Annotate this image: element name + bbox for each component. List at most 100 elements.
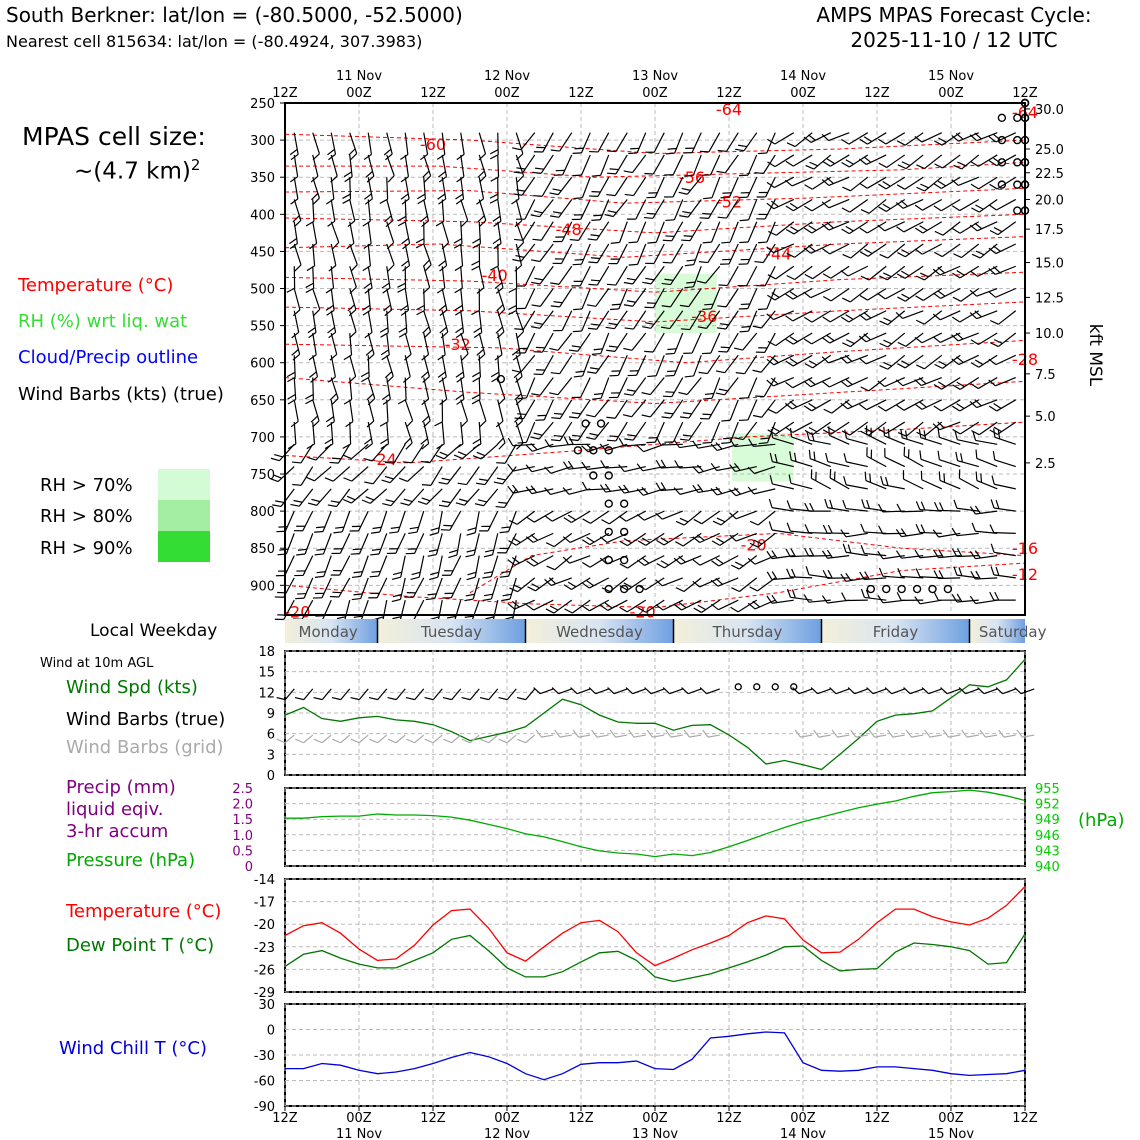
wind-barb bbox=[914, 198, 943, 211]
xs-pressure-tick: 250 bbox=[250, 97, 275, 112]
wind-barb bbox=[362, 288, 372, 316]
calm-marker bbox=[604, 584, 613, 594]
wind-barb bbox=[568, 399, 591, 419]
wind-barb bbox=[618, 464, 646, 473]
wind-barb bbox=[738, 176, 758, 199]
wind-barb bbox=[325, 288, 335, 316]
wind-barb bbox=[608, 243, 628, 265]
xs-height-tick: 15.0 bbox=[1035, 257, 1064, 272]
wind-barb bbox=[645, 243, 665, 265]
wind-barb bbox=[879, 243, 906, 259]
wind-barb bbox=[533, 332, 554, 353]
wind-barb bbox=[858, 154, 887, 166]
wind-barb bbox=[306, 466, 332, 482]
wind-barb bbox=[933, 287, 961, 299]
wind-barb bbox=[381, 377, 391, 405]
wind-barb bbox=[381, 266, 391, 294]
wind-barb bbox=[675, 510, 702, 526]
wind-barb bbox=[933, 198, 961, 212]
bottom-date-label: 12 Nov bbox=[484, 1127, 530, 1140]
wind-barb bbox=[508, 532, 536, 546]
legend-rh-90: RH > 90% bbox=[40, 538, 133, 559]
top-time-label: 00Z bbox=[642, 86, 668, 101]
wind-barb bbox=[403, 421, 413, 450]
wind10m-barb bbox=[940, 687, 961, 695]
wind-barb bbox=[903, 446, 924, 468]
wind-barb bbox=[588, 265, 610, 286]
xs-pressure-tick: 900 bbox=[250, 579, 275, 594]
wind-barb bbox=[507, 599, 535, 610]
wind-barb bbox=[530, 199, 554, 218]
wind-barb bbox=[766, 571, 794, 581]
wind-barb bbox=[860, 544, 887, 557]
wind-barb bbox=[734, 421, 758, 441]
wind-barb bbox=[971, 243, 998, 259]
wind-barb bbox=[312, 288, 321, 317]
wind-barb bbox=[347, 199, 356, 228]
wind-barb bbox=[609, 288, 628, 311]
wind-barb bbox=[735, 354, 758, 375]
cycle-title: AMPS MPAS Forecast Cycle: bbox=[816, 3, 1092, 27]
wind-barb bbox=[623, 332, 647, 351]
legend-rh-80-swatch bbox=[158, 500, 210, 531]
bottom-date-label: 15 Nov bbox=[928, 1127, 974, 1140]
calm-marker bbox=[1013, 113, 1022, 123]
wind-barb bbox=[844, 429, 868, 445]
wind-barb bbox=[840, 399, 868, 410]
wind-barb bbox=[993, 428, 1016, 445]
wind-barb bbox=[696, 265, 721, 284]
bottom-time-label: 12Z bbox=[568, 1111, 594, 1126]
wind-barb bbox=[527, 577, 554, 592]
isotherm-label: -48 bbox=[556, 220, 582, 239]
wind-barb bbox=[684, 266, 702, 289]
wind10m-grid-barb bbox=[905, 729, 924, 738]
wind-barb bbox=[692, 577, 720, 588]
wind-barb bbox=[646, 176, 665, 199]
wind-barb bbox=[692, 440, 720, 449]
wind-barb bbox=[438, 288, 448, 317]
wind-barb bbox=[721, 421, 739, 444]
wind-barb bbox=[674, 460, 702, 469]
windchill-ytick: -60 bbox=[254, 1075, 275, 1090]
wind-barb bbox=[473, 310, 483, 339]
wind-barb bbox=[747, 555, 776, 565]
wind-barb bbox=[822, 332, 850, 344]
wind-barb bbox=[655, 482, 683, 492]
wind-barb bbox=[679, 288, 702, 308]
wind-barb bbox=[821, 198, 850, 209]
wind10m-barb bbox=[977, 687, 998, 695]
wind-barb bbox=[842, 543, 868, 557]
wind-barb bbox=[562, 555, 591, 564]
wind-barb bbox=[628, 132, 647, 155]
calm-marker bbox=[897, 584, 906, 594]
wind-barb bbox=[544, 466, 572, 474]
wind-barb bbox=[607, 154, 628, 175]
wind-barb bbox=[701, 154, 721, 176]
wind-barb bbox=[785, 310, 813, 322]
label-precip-accum: 3-hr accum bbox=[66, 821, 169, 842]
calm-marker bbox=[619, 499, 629, 508]
top-time-label: 00Z bbox=[790, 86, 816, 101]
wind-barb bbox=[988, 376, 1016, 387]
wind-barb bbox=[416, 288, 426, 316]
calm-marker bbox=[997, 113, 1007, 123]
wind-barb bbox=[569, 421, 591, 442]
wind-barb bbox=[369, 555, 388, 578]
wind-barb bbox=[286, 266, 296, 293]
calm-marker bbox=[866, 584, 876, 594]
wind-barb bbox=[822, 310, 850, 323]
calm-marker bbox=[997, 158, 1007, 167]
wind-barb bbox=[842, 243, 869, 259]
wind-barb bbox=[327, 488, 351, 508]
wind-barb bbox=[703, 377, 721, 400]
wind-barb bbox=[757, 132, 776, 155]
wind-barb bbox=[749, 532, 776, 548]
wind-barb bbox=[738, 243, 758, 265]
isotherm-label: -40 bbox=[482, 266, 508, 285]
wind-barb bbox=[766, 198, 795, 210]
wind-barb bbox=[914, 132, 943, 143]
wind-barb bbox=[739, 199, 758, 222]
wind-barb bbox=[476, 466, 499, 486]
wind-barb bbox=[970, 154, 998, 167]
wind-barb bbox=[308, 332, 317, 361]
